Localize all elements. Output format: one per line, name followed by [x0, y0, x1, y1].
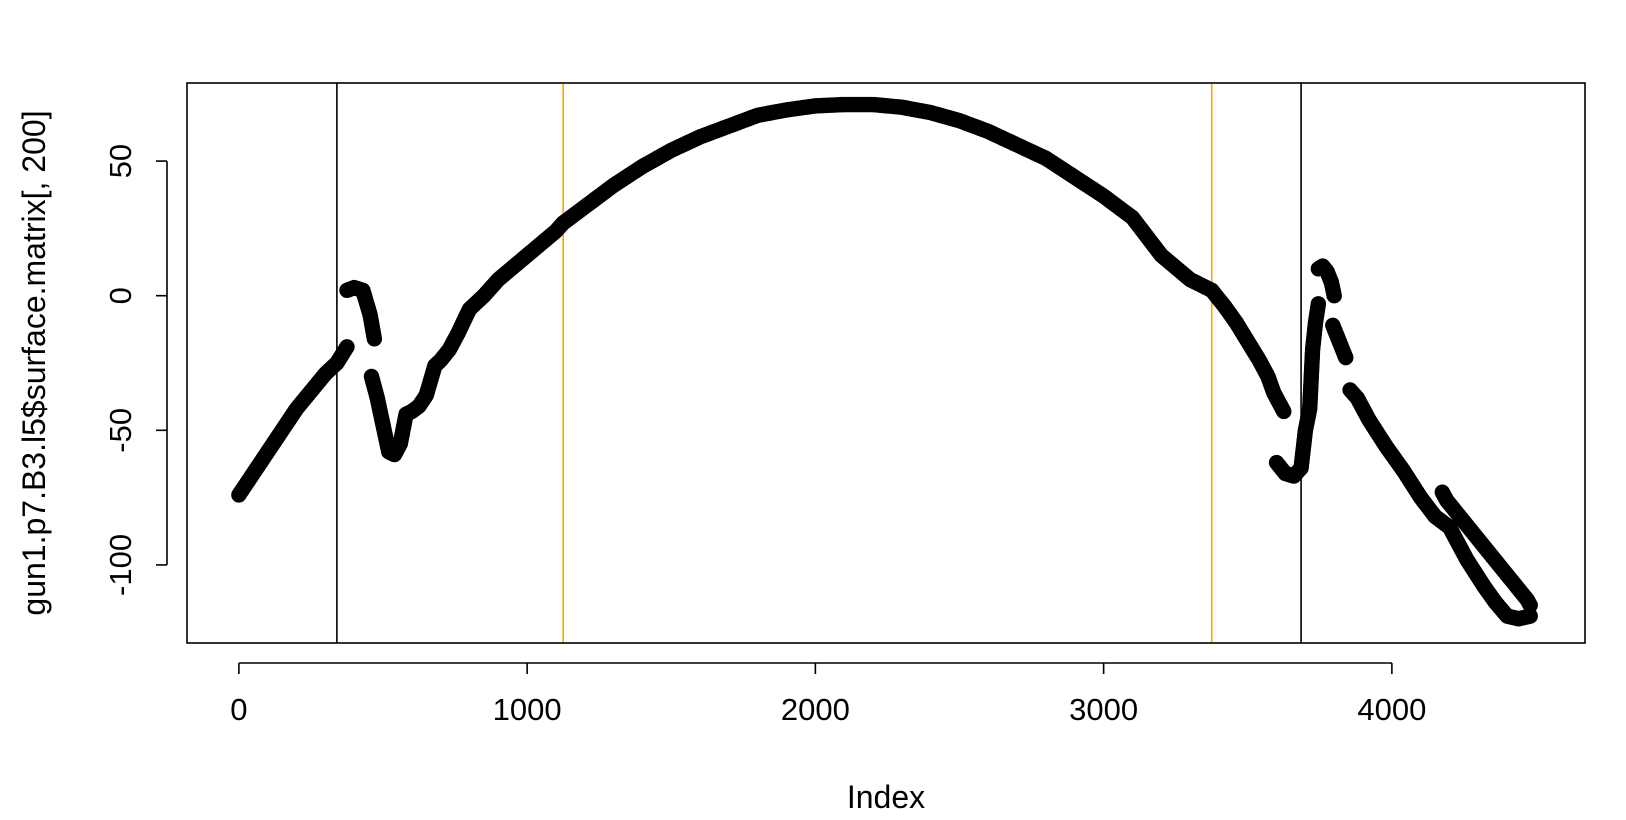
data-point: [366, 331, 383, 347]
data-point: [1522, 597, 1538, 614]
x-tick-label: 0: [230, 692, 247, 727]
y-tick-label: -50: [103, 408, 138, 453]
x-tick-label: 4000: [1357, 692, 1426, 727]
x-tick-label: 2000: [781, 692, 850, 727]
data-point: [1310, 296, 1327, 312]
x-axis: 0 1000 2000 3000 4000: [230, 662, 1426, 727]
vertical-reference-lines: [336, 83, 1302, 643]
plot-frame: [186, 82, 1586, 644]
data-point: [1326, 287, 1342, 304]
x-tick-label: 1000: [493, 692, 562, 727]
y-axis-title: gun1.p7.B3.l5$surface.matrix[, 200]: [16, 110, 52, 615]
y-axis: -100 -50 0 50: [103, 144, 168, 596]
x-axis-title: Index: [847, 779, 925, 815]
data-point: [339, 339, 355, 355]
data-point: [1338, 349, 1354, 366]
data-points: [231, 96, 1538, 627]
data-point: [1276, 403, 1292, 420]
y-tick-label: 50: [103, 144, 138, 178]
y-tick-label: 0: [103, 287, 138, 304]
x-tick-label: 3000: [1069, 692, 1138, 727]
y-tick-label: -100: [103, 534, 138, 596]
